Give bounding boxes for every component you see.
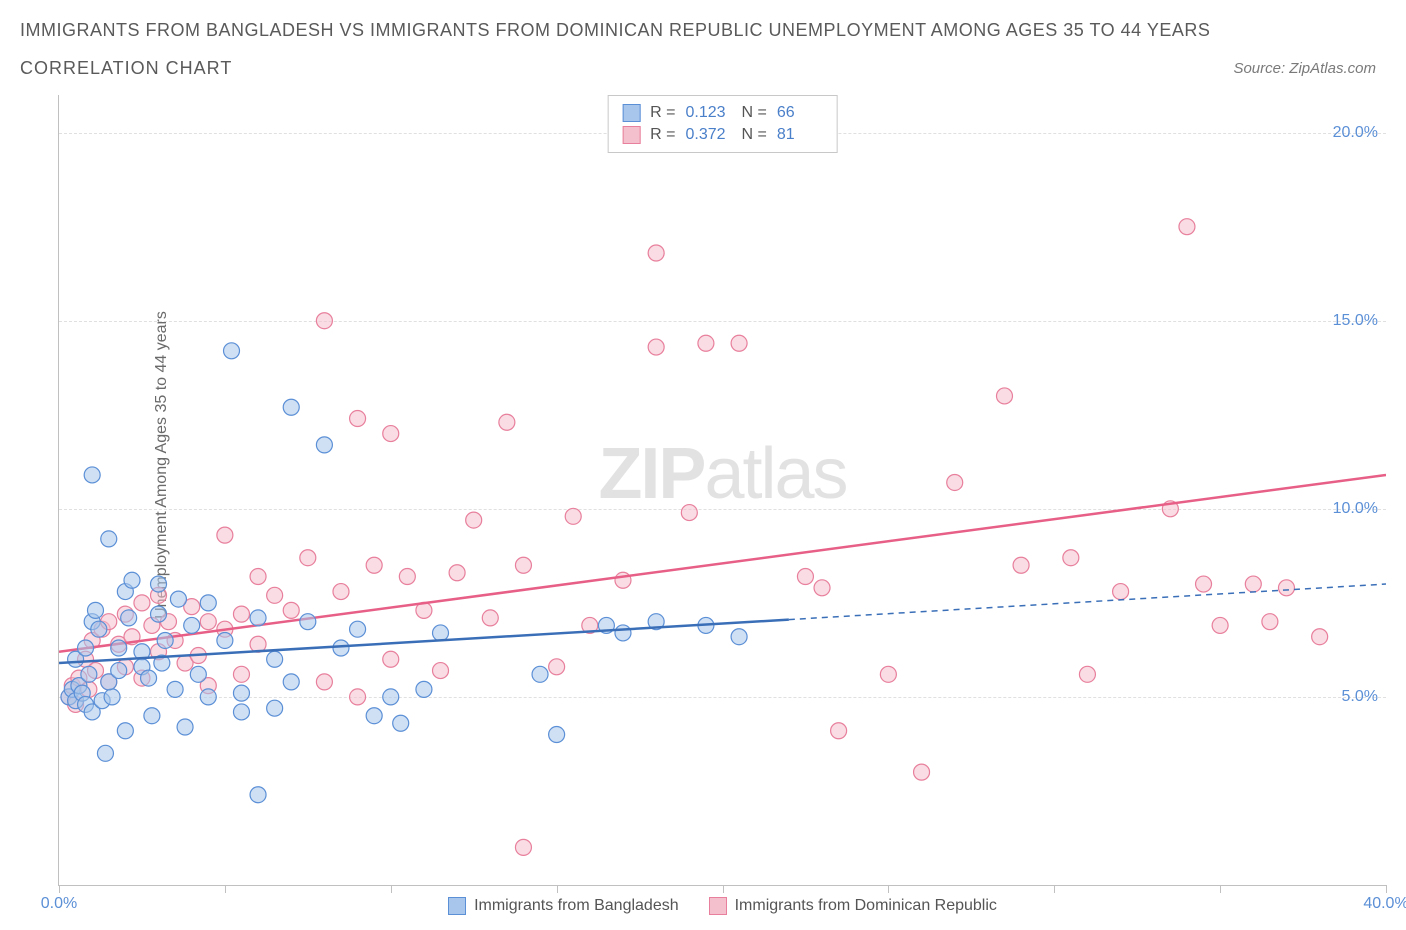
stats-row-a: R = 0.123 N = 66	[622, 102, 823, 124]
n-label: N =	[742, 126, 767, 144]
stats-legend: R = 0.123 N = 66 R = 0.372 N = 81	[607, 95, 838, 153]
swatch-a-icon	[448, 897, 466, 915]
swatch-a-icon	[622, 104, 640, 122]
x-tick	[723, 885, 724, 893]
x-tick	[391, 885, 392, 893]
swatch-b-icon	[709, 897, 727, 915]
r-label: R =	[650, 104, 675, 122]
x-tick-label: 0.0%	[41, 895, 77, 913]
scatter-chart	[59, 95, 1386, 885]
x-tick	[557, 885, 558, 893]
x-tick	[1386, 885, 1387, 893]
stat-b-n: 81	[777, 126, 823, 144]
x-tick-label: 40.0%	[1363, 895, 1406, 913]
legend-item-a: Immigrants from Bangladesh	[448, 897, 679, 915]
stat-a-r: 0.123	[686, 104, 732, 122]
legend-item-b: Immigrants from Dominican Republic	[709, 897, 997, 915]
legend-a-label: Immigrants from Bangladesh	[474, 897, 679, 915]
x-tick	[888, 885, 889, 893]
r-label: R =	[650, 126, 675, 144]
plot-area: ZIPatlas R = 0.123 N = 66 R = 0.372 N = …	[58, 95, 1386, 886]
chart-title: IMMIGRANTS FROM BANGLADESH VS IMMIGRANTS…	[20, 20, 1376, 41]
legend-b-label: Immigrants from Dominican Republic	[735, 897, 997, 915]
n-label: N =	[742, 104, 767, 122]
x-tick	[59, 885, 60, 893]
x-tick	[225, 885, 226, 893]
chart-subtitle: CORRELATION CHART	[20, 58, 232, 79]
x-tick	[1220, 885, 1221, 893]
stat-b-r: 0.372	[686, 126, 732, 144]
source-label: Source: ZipAtlas.com	[1233, 60, 1376, 77]
x-tick	[1054, 885, 1055, 893]
stats-row-b: R = 0.372 N = 81	[622, 124, 823, 146]
swatch-b-icon	[622, 126, 640, 144]
bottom-legend: Immigrants from Bangladesh Immigrants fr…	[59, 897, 1386, 915]
stat-a-n: 66	[777, 104, 823, 122]
